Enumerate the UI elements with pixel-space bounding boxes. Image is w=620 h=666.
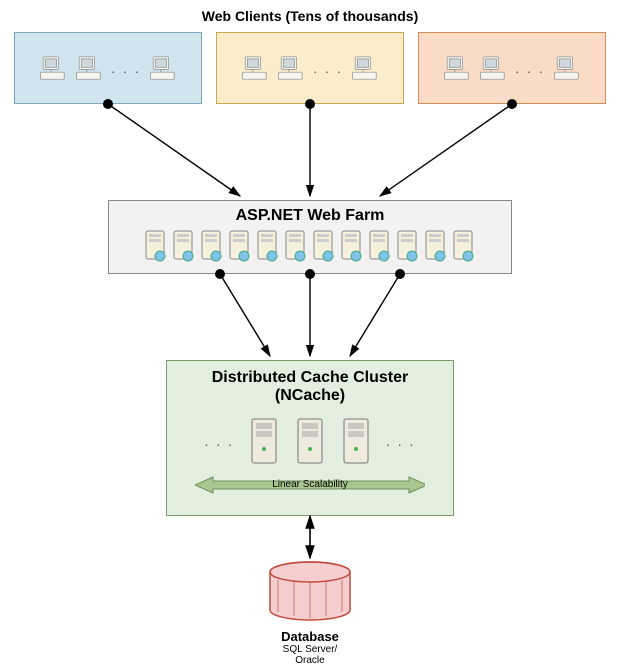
webfarm-title: ASP.NET Web Farm: [109, 207, 511, 225]
server-icon: [368, 229, 392, 263]
webfarm-box: ASP.NET Web Farm: [108, 200, 512, 274]
tower-server-icon: [340, 415, 372, 467]
webfarm-servers: [109, 229, 511, 263]
pc-icon: [479, 54, 507, 82]
server-icon: [424, 229, 448, 263]
tower-server-icon: [248, 415, 280, 467]
pc-icon: [241, 54, 269, 82]
scalability-arrow: Linear Scalability: [195, 475, 425, 495]
client-group: . . .: [418, 32, 606, 104]
server-icon: [144, 229, 168, 263]
ellipsis: . . .: [111, 60, 140, 76]
database: Database SQL Server/Oracle: [258, 560, 362, 666]
pc-icon: [149, 54, 177, 82]
cache-title: Distributed Cache Cluster: [175, 369, 445, 387]
web-clients-title: Web Clients (Tens of thousands): [0, 8, 620, 24]
server-icon: [200, 229, 224, 263]
tower-server-icon: [294, 415, 326, 467]
server-icon: [312, 229, 336, 263]
database-sub: SQL Server/Oracle: [258, 644, 362, 666]
ellipsis: . . .: [313, 60, 342, 76]
ellipsis: . . .: [386, 433, 415, 449]
pc-icon: [39, 54, 67, 82]
pc-icon: [75, 54, 103, 82]
ellipsis: . . .: [515, 60, 544, 76]
server-icon: [396, 229, 420, 263]
server-icon: [228, 229, 252, 263]
client-group: . . .: [14, 32, 202, 104]
server-icon: [340, 229, 364, 263]
scalability-label: Linear Scalability: [195, 479, 425, 490]
client-group: . . .: [216, 32, 404, 104]
ellipsis: . . .: [205, 433, 234, 449]
server-icon: [452, 229, 476, 263]
server-icon: [172, 229, 196, 263]
pc-icon: [443, 54, 471, 82]
server-icon: [284, 229, 308, 263]
cache-servers: . . . . . .: [175, 415, 445, 467]
database-label: Database: [258, 629, 362, 644]
cache-cluster-box: Distributed Cache Cluster (NCache) . . .…: [166, 360, 454, 516]
pc-icon: [351, 54, 379, 82]
pc-icon: [553, 54, 581, 82]
server-icon: [256, 229, 280, 263]
pc-icon: [277, 54, 305, 82]
cache-subtitle: (NCache): [175, 387, 445, 405]
database-icon: [258, 560, 362, 624]
